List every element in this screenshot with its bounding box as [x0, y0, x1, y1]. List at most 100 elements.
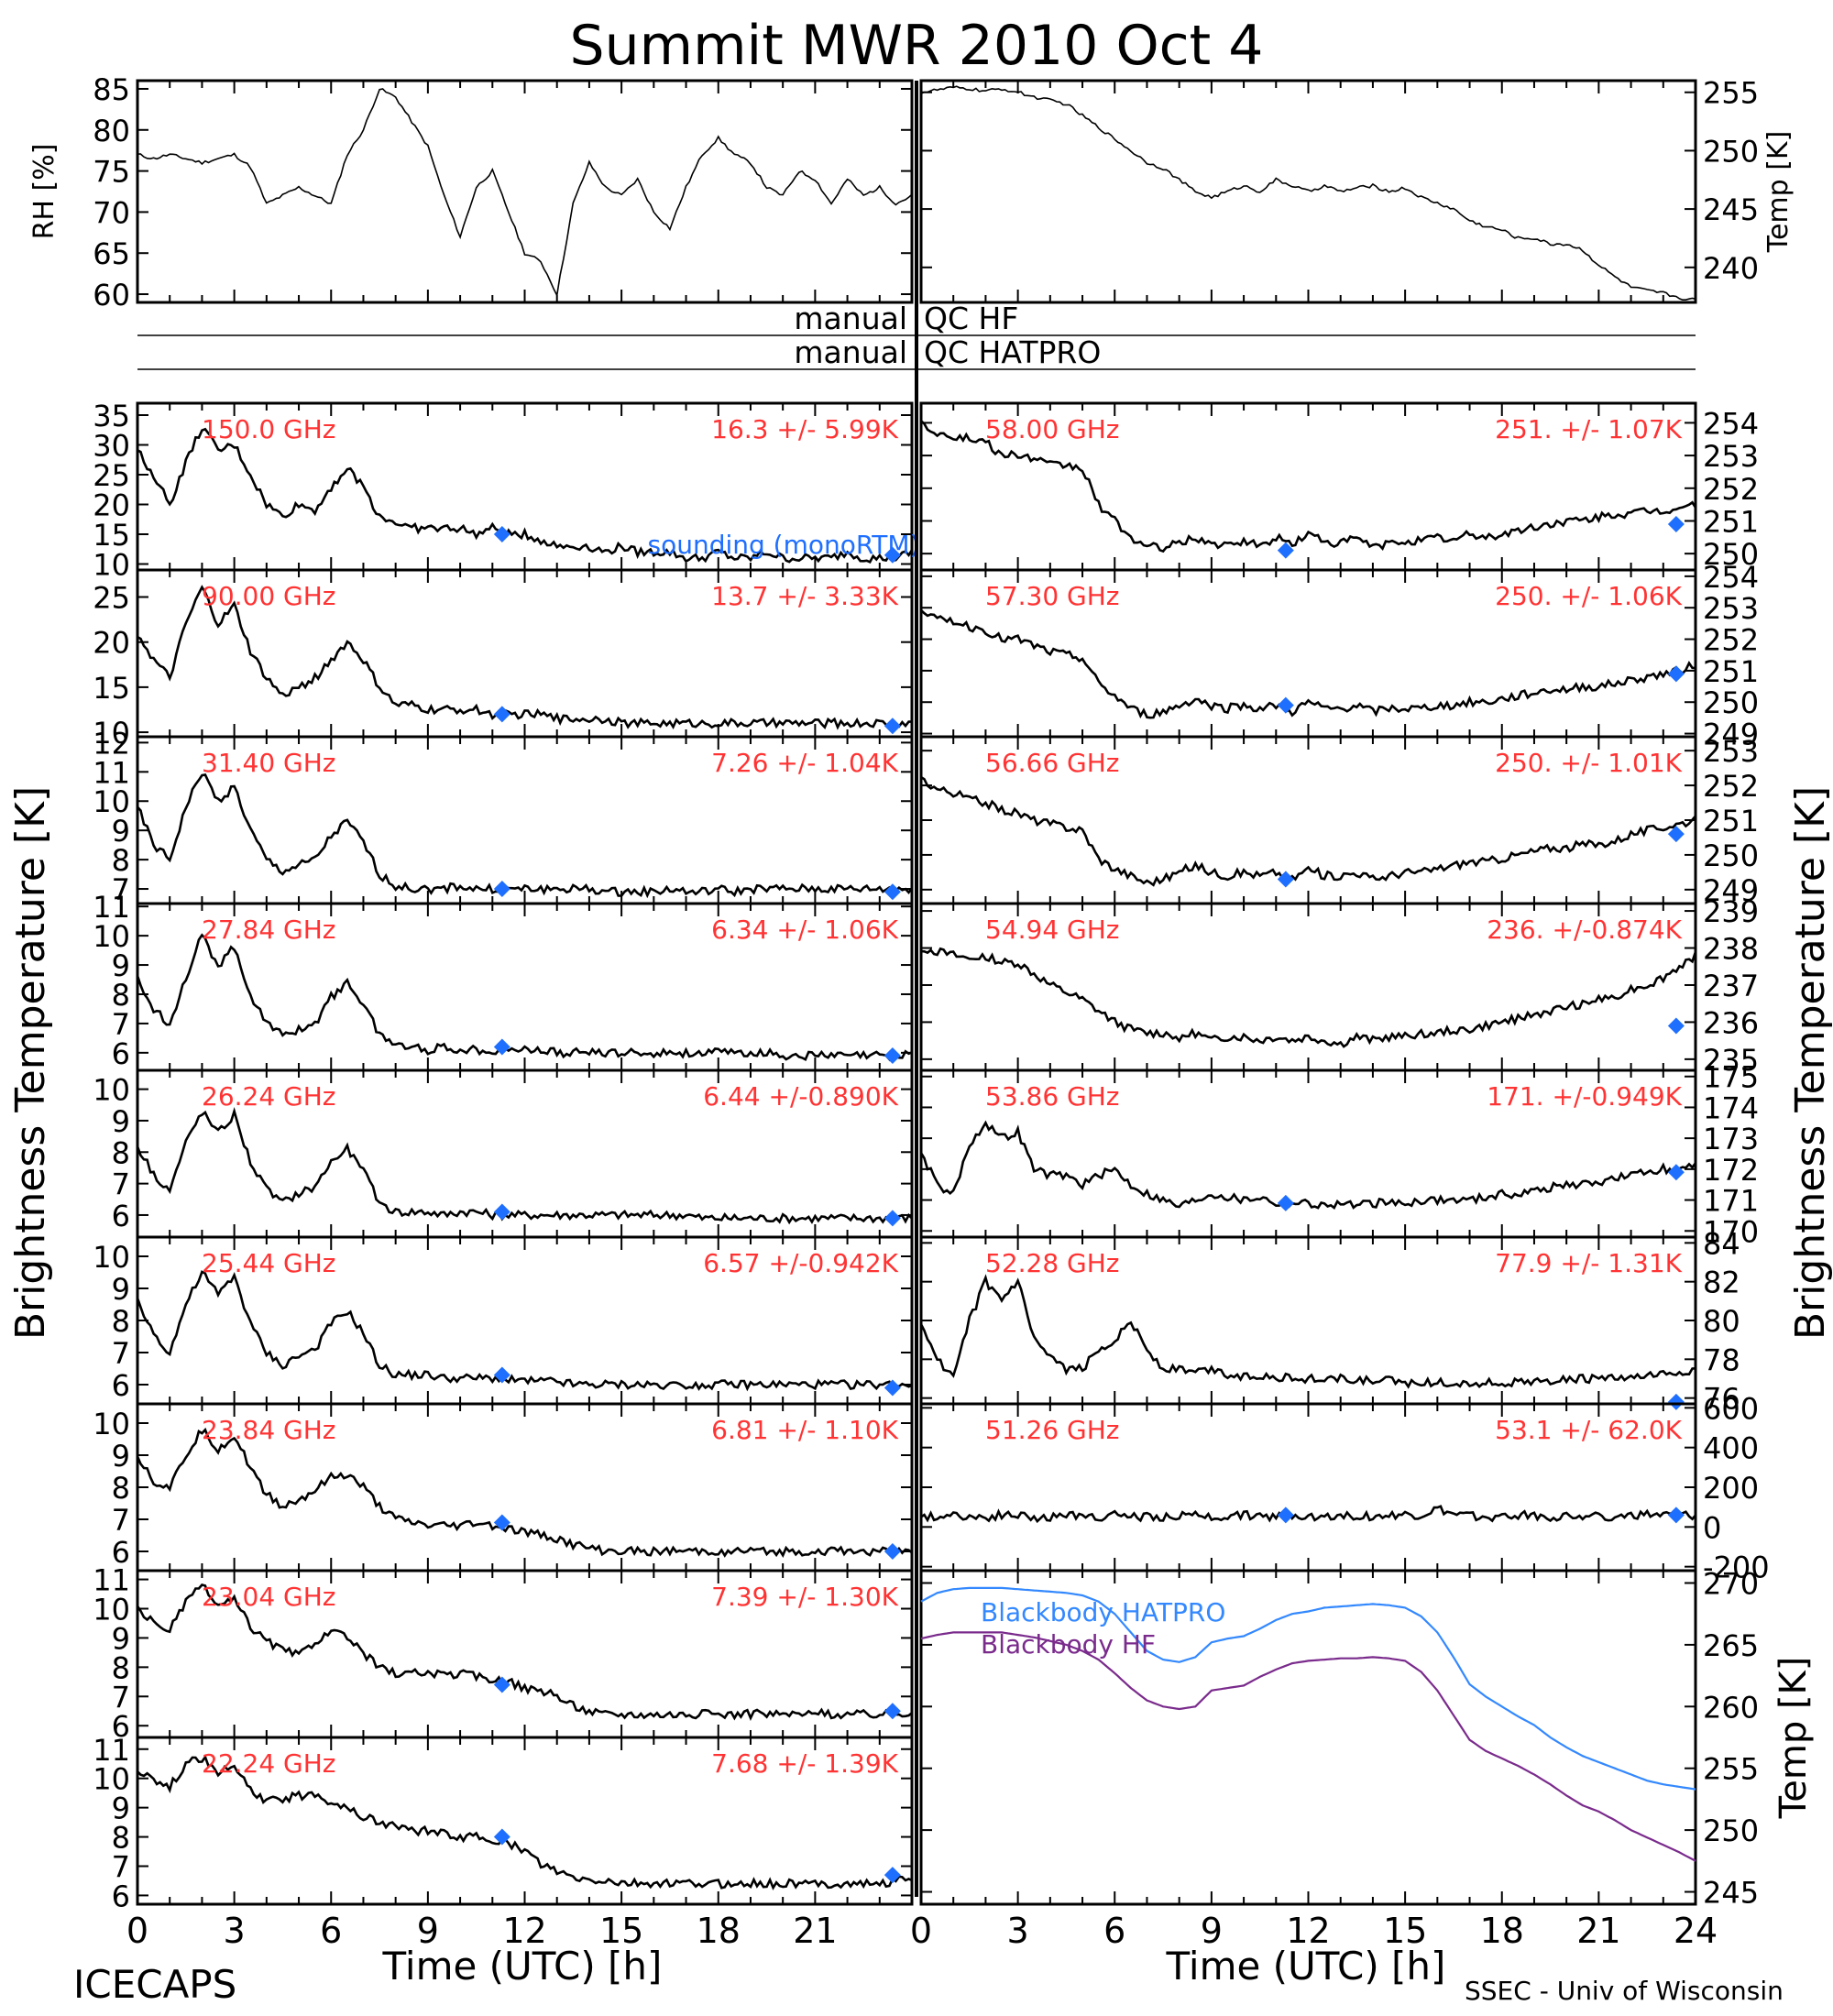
y-tick-label: 11: [93, 755, 130, 790]
series-data: [919, 1274, 1696, 1389]
series-data: [136, 1107, 913, 1225]
stat-label: 7.39 +/- 1.30K: [711, 1582, 898, 1612]
model-point: [493, 706, 510, 723]
stat-label: 171. +/-0.949K: [1487, 1081, 1682, 1112]
y-tick-label: 6: [112, 1709, 130, 1744]
model-point: [493, 1366, 510, 1384]
model-point: [493, 1514, 510, 1531]
frequency-label: 26.24 GHz: [202, 1081, 336, 1112]
model-point: [884, 546, 901, 564]
y-tick-label: 78: [1703, 1342, 1740, 1377]
model-point: [1667, 1164, 1685, 1181]
frequency-label: 25.44 GHz: [202, 1248, 336, 1278]
model-point: [884, 1210, 901, 1227]
y-tick-label: 11: [93, 1733, 130, 1768]
y-tick-label: 7: [112, 1680, 130, 1715]
series-data: [920, 609, 1696, 719]
frequency-label: 58.00 GHz: [985, 414, 1120, 444]
y-tick-label: 11: [93, 1563, 130, 1598]
x-tick-label: 21: [793, 1911, 837, 1951]
y-tick-label: 9: [112, 814, 130, 849]
y-tick-label: 35: [93, 399, 130, 433]
y-tick-label: 250: [1703, 537, 1759, 572]
y-tick-label: 260: [1703, 1690, 1759, 1725]
model-point: [1277, 1507, 1294, 1524]
y-tick-label: 255: [1703, 1752, 1759, 1787]
footer-right: SSEC - Univ of Wisconsin: [1465, 1976, 1784, 2006]
model-point: [884, 883, 901, 901]
frequency-label: 23.04 GHz: [202, 1582, 336, 1612]
y-tick-label: 6: [112, 1879, 130, 1913]
y-tick-label: 265: [1703, 1628, 1759, 1663]
model-point: [493, 1828, 510, 1846]
x-tick-label: 21: [1576, 1911, 1620, 1951]
y-tick-label: 9: [112, 1621, 130, 1656]
frequency-label: 57.30 GHz: [985, 581, 1120, 611]
model-point: [1277, 1194, 1294, 1211]
panel-frame: [919, 79, 1697, 304]
y-tick-label: 10: [93, 1593, 130, 1627]
x-tick-label: 0: [910, 1911, 932, 1951]
qc-hf-right: QC HF: [924, 301, 1018, 336]
y-tick-label: 254: [1703, 406, 1759, 441]
y-tick-label: 8: [112, 1304, 130, 1339]
y-tick-label: 245: [1703, 1876, 1759, 1911]
series-data: [137, 88, 913, 298]
x-tick-label: 0: [126, 1911, 148, 1951]
y-tick-label: 76: [1703, 1382, 1740, 1417]
y-tick-label: 170: [1703, 1214, 1759, 1249]
y-tick-label: 85: [93, 72, 130, 107]
y-tick-label: 245: [1703, 192, 1759, 227]
chart-title: Summit MWR 2010 Oct 4: [570, 14, 1264, 78]
x-tick-label: 24: [1674, 1911, 1718, 1951]
model-point: [493, 1203, 510, 1221]
qc-hatpro-right: QC HATPRO: [924, 334, 1101, 370]
stat-label: 6.57 +/-0.942K: [703, 1248, 898, 1278]
x-axis-right: 0 3 6 9 12 15 18 21 24: [910, 1911, 1718, 1951]
y-tick-label: 9: [112, 948, 130, 983]
y-tick-label: 10: [93, 919, 130, 954]
panel-top-left: 60 65 70 75 80 85 RH [%]: [28, 72, 914, 312]
y-tick-label: 70: [93, 195, 130, 230]
stat-label: 6.44 +/-0.890K: [703, 1081, 898, 1112]
panel-frame: [136, 79, 914, 304]
y-tick-label: 9: [112, 1272, 130, 1307]
y-tick-label: 6: [112, 1535, 130, 1570]
frequency-label: 51.26 GHz: [985, 1415, 1120, 1445]
y-tick-label: 30: [93, 429, 130, 464]
stat-label: 250. +/- 1.01K: [1495, 748, 1682, 778]
y-tick-label: 173: [1703, 1122, 1759, 1156]
y-tick-label: 7: [112, 1007, 130, 1042]
series-data: [919, 1120, 1697, 1210]
series-data: [136, 1583, 913, 1721]
model-point: [884, 1867, 901, 1884]
y-tick-label: 8: [112, 1821, 130, 1856]
model-point: [884, 1379, 901, 1397]
panel-right-8: 245 250 255 260 265 270 Blackbody HATPROBlackb…: [919, 1566, 1815, 1911]
series-data: [920, 1505, 1697, 1524]
stat-label: 53.1 +/- 62.0K: [1495, 1415, 1682, 1445]
y-tick-label: 400: [1703, 1431, 1759, 1466]
y-tick-label: 238: [1703, 932, 1759, 967]
y-tick-label: 15: [93, 671, 130, 706]
frequency-label: 53.86 GHz: [985, 1081, 1120, 1112]
model-point: [884, 1703, 901, 1720]
x-tick-label: 9: [417, 1911, 439, 1951]
frequency-label: 23.84 GHz: [202, 1415, 336, 1445]
stat-label: 13.7 +/- 3.33K: [711, 581, 898, 611]
y-tick-label: 25: [93, 581, 130, 616]
x-tick-label: 12: [1286, 1911, 1330, 1951]
series-data: [920, 947, 1697, 1048]
series-data: [920, 775, 1696, 887]
footer-left: ICECAPS: [73, 1962, 236, 2007]
qc-hatpro-left: manual: [794, 334, 907, 370]
y-tick-label: 253: [1703, 591, 1759, 626]
y-tick-label: 10: [93, 1762, 130, 1797]
model-point: [1667, 1507, 1685, 1524]
